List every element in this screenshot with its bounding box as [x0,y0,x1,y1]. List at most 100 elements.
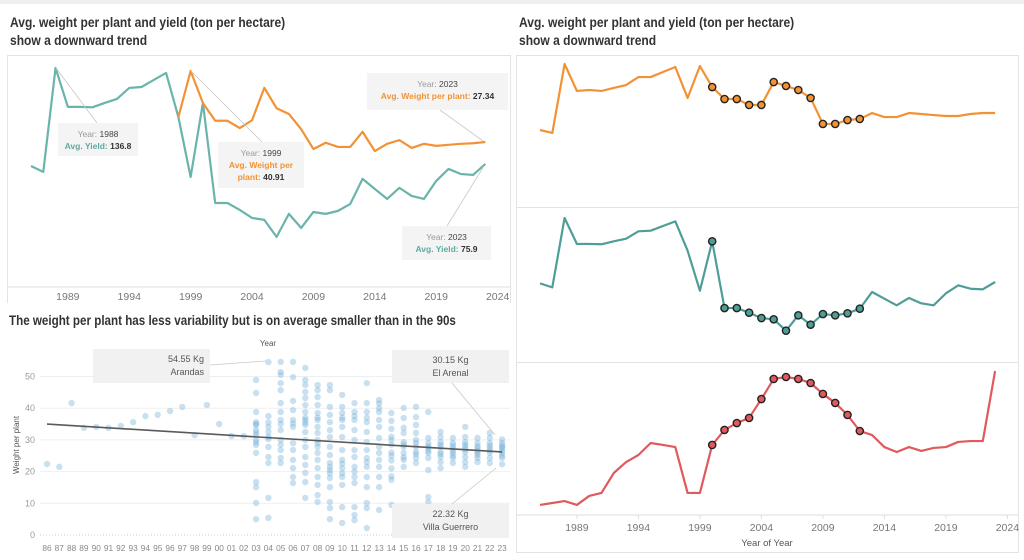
scatter-point[interactable] [314,409,321,417]
scatter-point[interactable] [400,456,407,464]
highlight-marker-middle[interactable] [843,309,852,318]
data-point-avg-weight-per-plant[interactable] [446,142,452,148]
scatter-point[interactable] [462,458,469,466]
data-point-avg-yield[interactable] [446,166,452,172]
data-point-top[interactable] [931,112,937,118]
scatter-point[interactable] [498,444,506,452]
scatter-point[interactable] [498,454,506,462]
data-point-bottom[interactable] [672,444,678,450]
scatter-point[interactable] [339,519,346,527]
data-point-avg-weight-per-plant[interactable] [274,105,280,111]
data-point-bottom[interactable] [943,444,949,450]
highlight-marker-middle[interactable] [818,309,828,319]
highlight-marker-middle[interactable] [757,313,766,323]
scatter-point[interactable] [265,443,272,451]
scatter-point[interactable] [437,433,444,441]
data-point-top[interactable] [648,74,654,80]
data-point-avg-yield[interactable] [163,70,169,76]
scatter-point[interactable] [314,416,321,424]
scatter-point[interactable] [252,421,260,429]
data-point-middle[interactable] [672,218,678,224]
data-point-top[interactable] [611,85,617,91]
scatter-point[interactable] [363,499,370,507]
data-point-avg-yield[interactable] [151,77,157,83]
scatter-point[interactable] [265,494,272,502]
data-point-avg-yield[interactable] [102,100,108,106]
scatter-point[interactable] [277,446,284,454]
scatter-point[interactable] [363,524,370,532]
data-point-top[interactable] [992,110,998,116]
scatter-point[interactable] [400,454,407,461]
scatter-point[interactable] [375,483,383,491]
data-point-middle[interactable] [980,286,986,292]
data-point-avg-weight-per-plant[interactable] [237,125,243,131]
scatter-point[interactable] [326,483,334,491]
scatter-point[interactable] [289,446,297,454]
data-point-bottom[interactable] [586,493,592,499]
scatter-point[interactable] [351,503,358,511]
data-point-middle[interactable] [574,241,580,247]
scatter-point[interactable] [265,459,272,467]
highlight-marker-bottom[interactable] [830,398,840,408]
data-point-top[interactable] [562,61,568,67]
highlight-marker-middle[interactable] [855,304,865,314]
scatter-point[interactable] [437,453,444,461]
data-point-avg-weight-per-plant[interactable] [310,146,316,152]
scatter-point[interactable] [412,450,420,458]
scatter-point[interactable] [277,368,284,376]
scatter-point[interactable] [400,449,407,457]
scatter-point[interactable] [302,381,309,389]
data-point-avg-weight-per-plant[interactable] [482,139,488,145]
scatter-point[interactable] [498,436,506,443]
scatter-point[interactable] [412,429,420,437]
scatter-point[interactable] [351,511,358,519]
data-point-top[interactable] [537,127,543,133]
highlight-marker-middle[interactable] [769,315,779,324]
data-point-avg-weight-per-plant[interactable] [360,129,366,135]
scatter-point[interactable] [289,479,297,487]
scatter-point[interactable] [462,441,469,448]
scatter-point[interactable] [363,418,370,426]
scatter-point[interactable] [388,409,395,417]
scatter-point[interactable] [462,453,469,461]
scatter-point[interactable] [486,459,493,467]
scatter-point[interactable] [129,418,137,426]
scatter-point[interactable] [265,428,272,436]
data-point-avg-weight-per-plant[interactable] [458,141,464,147]
data-point-avg-yield[interactable] [114,96,120,102]
scatter-point[interactable] [412,448,420,456]
scatter-point[interactable] [474,458,481,466]
scatter-point[interactable] [351,408,358,416]
data-point-avg-yield[interactable] [310,209,316,215]
scatter-point[interactable] [388,457,395,464]
highlight-marker-top[interactable] [769,77,779,87]
data-point-middle[interactable] [931,302,937,308]
scatter-point[interactable] [302,414,309,421]
scatter-point[interactable] [474,451,481,459]
scatter-point[interactable] [339,391,346,399]
scatter-point[interactable] [339,423,346,431]
highlight-marker-middle[interactable] [794,311,803,320]
data-point-avg-yield[interactable] [126,85,132,91]
scatter-point[interactable] [449,442,457,449]
scatter-point[interactable] [412,421,420,429]
highlight-marker-top[interactable] [732,94,742,104]
scatter-point[interactable] [277,454,284,462]
scatter-point[interactable] [289,406,297,414]
scatter-point[interactable] [117,422,125,430]
panel-line-top[interactable] [539,62,996,135]
scatter-point[interactable] [252,449,260,457]
scatter-point[interactable] [449,449,457,457]
data-point-bottom[interactable] [918,448,924,454]
scatter-point[interactable] [339,473,346,481]
data-point-top[interactable] [660,69,666,75]
scatter-point[interactable] [339,469,346,477]
highlight-marker-middle[interactable] [806,320,815,329]
data-point-bottom[interactable] [906,444,912,450]
scatter-point[interactable] [437,441,444,448]
scatter-point[interactable] [437,438,444,446]
scatter-point[interactable] [326,443,334,451]
data-point-top[interactable] [574,88,580,94]
data-point-avg-yield[interactable] [212,200,218,206]
scatter-point[interactable] [302,478,309,486]
